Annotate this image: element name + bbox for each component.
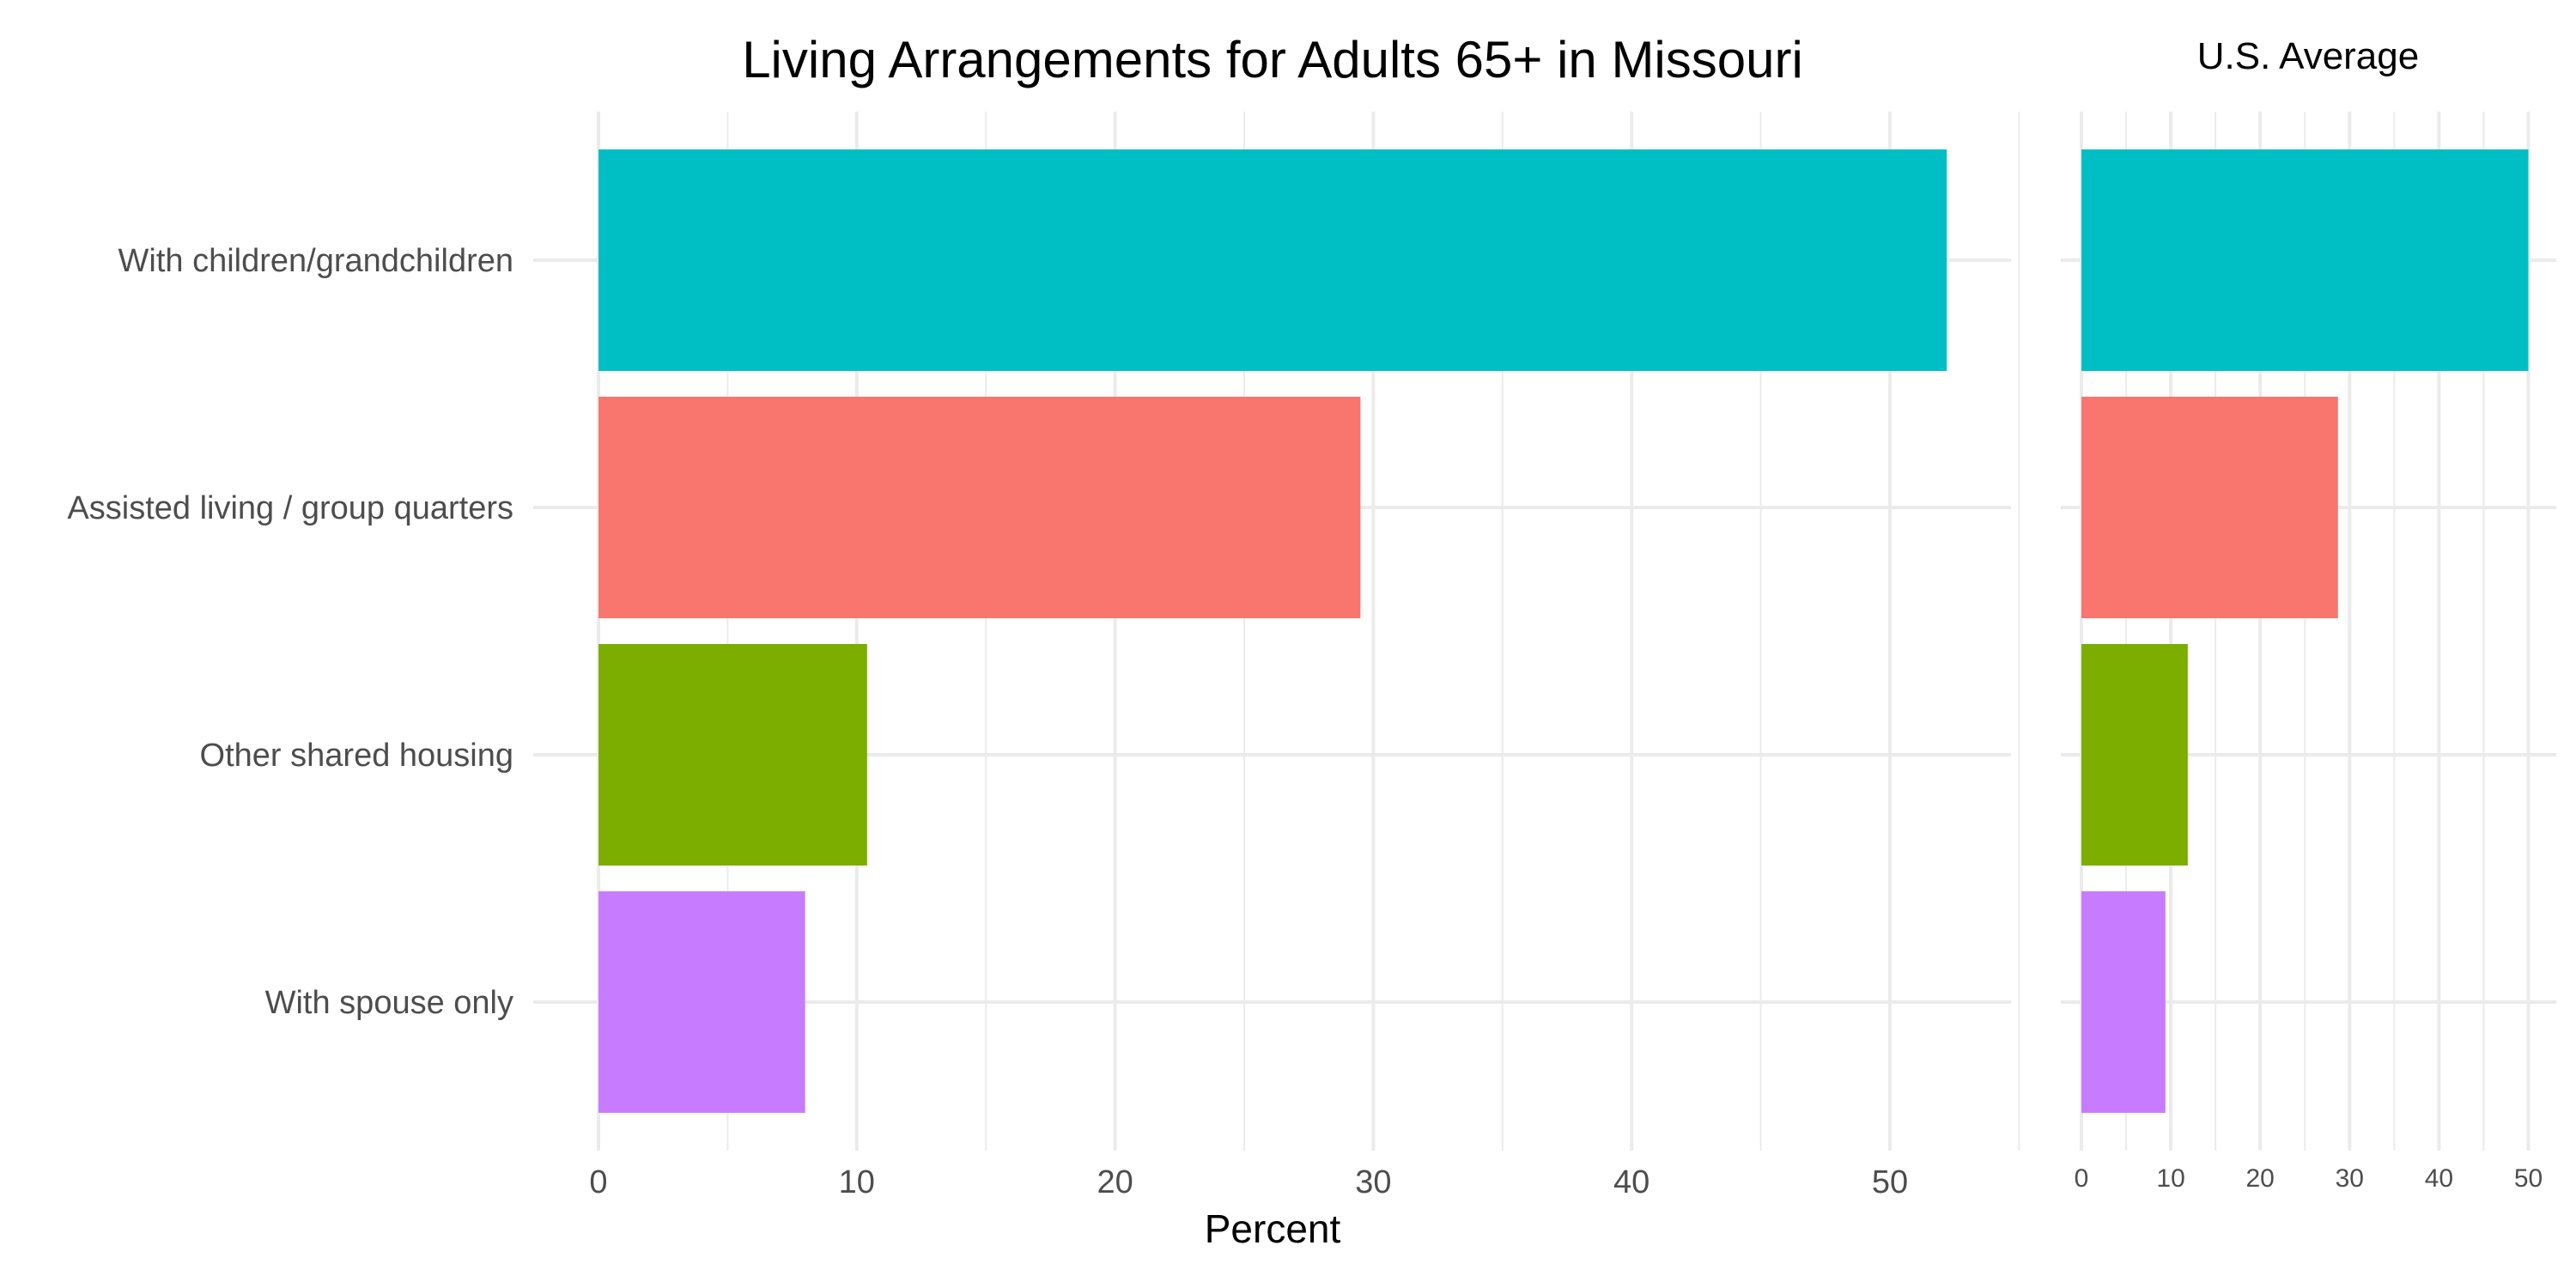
us-average-bar-other-shared-housing: [2081, 644, 2188, 866]
x-axis-label: Percent: [1205, 1206, 1341, 1251]
us-average-x-tick-30: 30: [2336, 1164, 2364, 1193]
us-average-panel: 0 10 20 30 40 50 U.S. Average: [2061, 35, 2556, 1193]
category-label-other-shared-housing: Other shared housing: [200, 738, 513, 774]
main-x-tick-40: 40: [1613, 1164, 1649, 1200]
main-bar-with-children-grandchildren: [598, 149, 1947, 371]
main-chart-panel: With children/grandchildren Assisted livi…: [67, 31, 2020, 1251]
main-bar-assisted-living-group-quarters: [598, 397, 1361, 618]
category-labels: With children/grandchildren Assisted livi…: [67, 243, 513, 1021]
us-average-x-tick-20: 20: [2246, 1164, 2275, 1193]
us-average-bar-with-spouse-only: [2081, 891, 2166, 1113]
main-x-tick-50: 50: [1872, 1164, 1908, 1200]
us-average-x-tick-0: 0: [2075, 1164, 2089, 1193]
category-label-with-spouse-only: With spouse only: [265, 985, 513, 1021]
us-average-x-tick-50: 50: [2514, 1164, 2543, 1193]
us-average-x-tick-10: 10: [2156, 1164, 2184, 1193]
main-x-tick-10: 10: [839, 1164, 875, 1200]
us-average-title: U.S. Average: [2197, 35, 2419, 77]
category-label-assisted-living-group-quarters: Assisted living / group quarters: [67, 490, 513, 526]
us-average-x-tick-40: 40: [2425, 1164, 2453, 1193]
main-bars: [598, 149, 1947, 1113]
main-bar-with-spouse-only: [598, 891, 805, 1113]
main-x-tick-0: 0: [589, 1164, 607, 1200]
category-label-with-children-grandchildren: With children/grandchildren: [118, 243, 513, 279]
us-average-bars: [2081, 149, 2529, 1113]
main-x-tick-30: 30: [1355, 1164, 1391, 1200]
main-x-tick-20: 20: [1097, 1164, 1133, 1200]
main-bar-other-shared-housing: [598, 644, 867, 866]
us-average-bar-assisted-living-group-quarters: [2081, 397, 2338, 618]
main-x-tick-labels: 0 10 20 30 40 50: [589, 1164, 1908, 1200]
chart-title: Living Arrangements for Adults 65+ in Mi…: [742, 31, 1803, 88]
us-average-x-tick-labels: 0 10 20 30 40 50: [2075, 1164, 2543, 1193]
us-average-bar-with-children-grandchildren: [2081, 149, 2529, 371]
